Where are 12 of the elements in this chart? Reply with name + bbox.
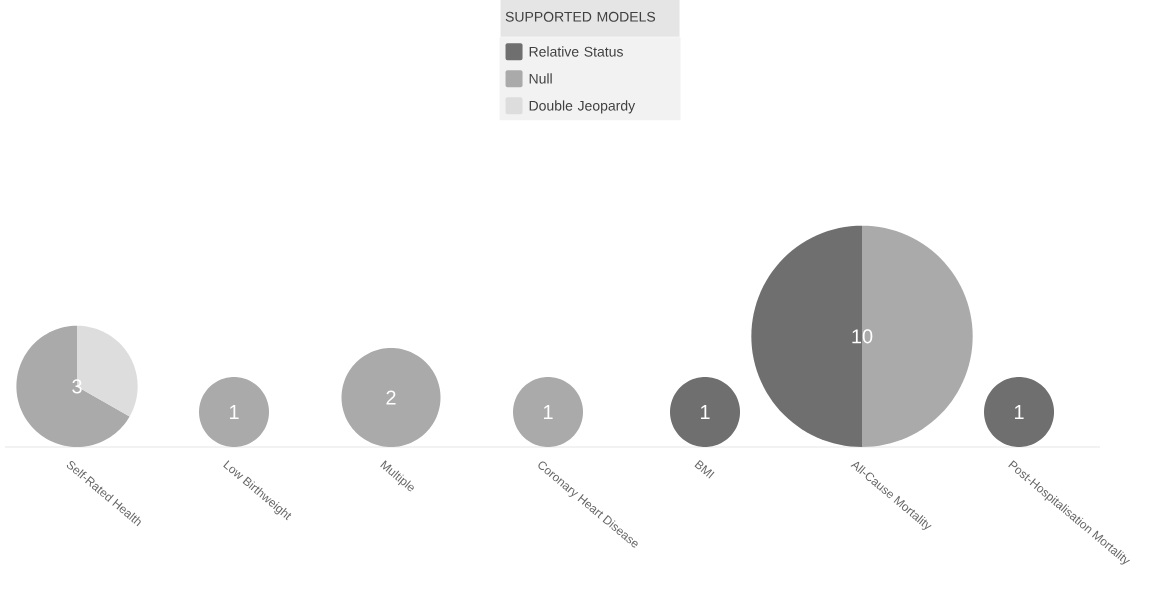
text: 3 — [72, 379, 82, 394]
legend-label: Null — [529, 73, 552, 84]
legend-label: Double Jeopardy — [529, 100, 636, 114]
text: BMI — [694, 459, 715, 479]
legend-label: Relative Status — [529, 46, 623, 57]
text: 10 — [852, 329, 873, 344]
text: 2 — [386, 390, 396, 405]
text: 1 — [700, 405, 710, 419]
text: 1 — [229, 405, 239, 419]
text: 1 — [1014, 405, 1024, 419]
legend-title: SUPPORTED MODELS — [505, 11, 656, 22]
text: 1 — [543, 405, 553, 419]
